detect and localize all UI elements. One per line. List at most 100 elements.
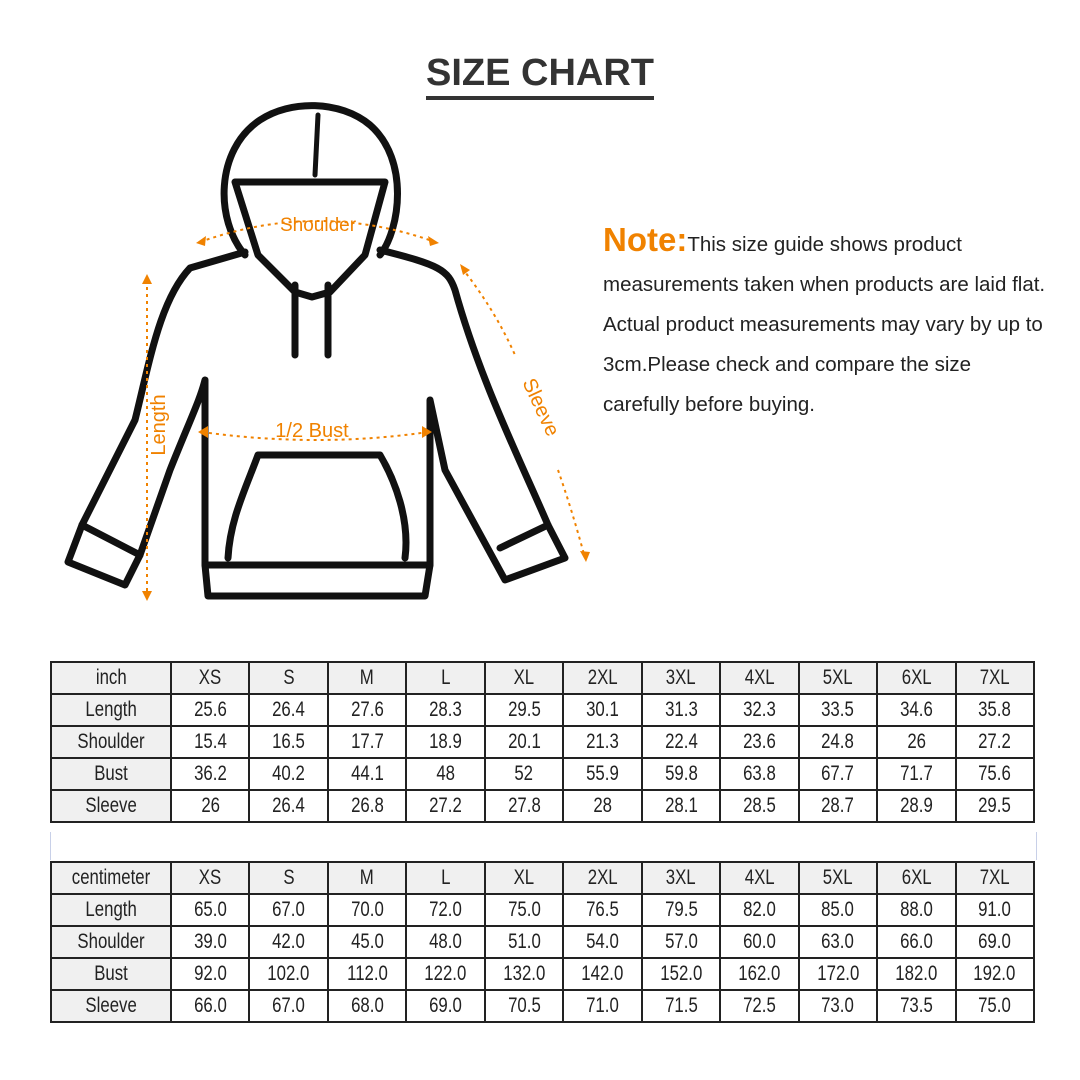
cell-text: XS — [199, 866, 222, 889]
value-cell: 67.7 — [797, 757, 879, 791]
table-row: Length 25.6 26.4 27.6 28.3 29.5 30.1 31.3 32.3 33… — [50, 693, 1036, 727]
cell-text: 55.9 — [586, 762, 619, 785]
note-label: Note: — [603, 221, 688, 258]
value-cell: 172.0 — [797, 957, 879, 991]
cell-text: 92.0 — [193, 962, 227, 985]
cell-text: 48 — [436, 762, 455, 785]
value-cell: 27.2 — [405, 789, 486, 823]
hood-opening — [231, 178, 389, 301]
cell-text: 172.0 — [816, 962, 859, 985]
cell-text: 54.0 — [586, 930, 619, 953]
cell-text: 27.2 — [978, 730, 1012, 753]
cell-text: 24.8 — [821, 730, 855, 753]
value-cell: 15.4 — [169, 725, 251, 759]
cell-text: 71.5 — [664, 994, 698, 1017]
value-cell: 92.0 — [169, 957, 251, 991]
value-cell: 63.8 — [719, 757, 800, 791]
cell-text: 44.1 — [350, 762, 384, 785]
cell-text: 70.5 — [507, 994, 541, 1017]
value-cell: 30.1 — [562, 693, 643, 727]
value-cell: 82.0 — [719, 893, 800, 927]
cell-text: Length — [85, 698, 137, 721]
value-cell: 71.0 — [562, 989, 643, 1023]
left-cuff — [78, 521, 144, 559]
size-header: S — [248, 661, 329, 695]
table-row: Bust 36.2 40.2 44.1 48 52 55.9 59.8 63.8 67.7 71.7… — [50, 757, 1036, 791]
size-header: S — [248, 861, 329, 895]
value-cell: 75.6 — [954, 757, 1036, 791]
cell-text: 79.5 — [664, 898, 698, 921]
value-cell: 40.2 — [248, 757, 329, 791]
page-title: SIZE CHART — [0, 52, 1080, 100]
value-cell: 85.0 — [797, 893, 879, 927]
row-label: Sleeve — [50, 989, 172, 1023]
shoulder-label: Shoulder — [280, 215, 357, 236]
value-cell: 21.3 — [562, 725, 643, 759]
cell-text: 15.4 — [193, 730, 227, 753]
cell-text: 6XL — [901, 866, 932, 889]
cell-text: 48.0 — [429, 930, 462, 953]
value-cell: 28.7 — [797, 789, 879, 823]
cell-text: 52 — [514, 762, 534, 785]
size-header: 5XL — [797, 661, 879, 695]
cell-text: Sleeve — [85, 794, 137, 817]
cell-text: 91.0 — [978, 898, 1012, 921]
value-cell: 27.8 — [483, 789, 565, 823]
value-cell: 70.5 — [483, 989, 565, 1023]
cell-text: L — [440, 666, 451, 689]
cell-text: Shoulder — [77, 930, 145, 953]
cell-text: XS — [199, 666, 222, 689]
size-header: 5XL — [797, 861, 879, 895]
cell-text: Bust — [94, 962, 128, 985]
cell-text: XL — [513, 866, 535, 889]
cell-text: 75.0 — [978, 994, 1012, 1017]
cell-text: 112.0 — [346, 962, 388, 985]
cell-text: 27.8 — [507, 794, 541, 817]
size-header: 3XL — [640, 861, 722, 895]
cell-text: 69.0 — [978, 930, 1012, 953]
cell-text: Shoulder — [77, 730, 145, 753]
size-header: 4XL — [719, 861, 800, 895]
value-cell: 112.0 — [326, 957, 408, 991]
value-cell: 73.0 — [797, 989, 879, 1023]
size-header: L — [405, 661, 486, 695]
cell-text: 3XL — [665, 866, 696, 889]
size-header: 6XL — [876, 861, 957, 895]
cell-text: 66.0 — [193, 994, 227, 1017]
size-header: M — [326, 661, 408, 695]
size-header: XS — [169, 861, 251, 895]
value-cell: 132.0 — [483, 957, 565, 991]
value-cell: 36.2 — [169, 757, 251, 791]
cell-text: 132.0 — [503, 962, 546, 985]
value-cell: 26 — [876, 725, 957, 759]
hood-seam — [312, 112, 321, 178]
table-header-row: inch XS S M L XL 2XL 3XL 4XL 5XL 6XL 7XL — [50, 661, 1036, 695]
value-cell: 39.0 — [169, 925, 251, 959]
cell-text: 2XL — [587, 866, 618, 889]
row-label: Bust — [50, 957, 172, 991]
right-cuff — [496, 521, 552, 552]
cell-text: 7XL — [979, 866, 1010, 889]
value-cell: 57.0 — [640, 925, 722, 959]
size-header: 2XL — [562, 661, 643, 695]
cell-text: 82.0 — [743, 898, 776, 921]
cell-text: 28.1 — [664, 794, 698, 817]
size-header: XS — [169, 661, 251, 695]
value-cell: 102.0 — [248, 957, 329, 991]
value-cell: 75.0 — [954, 989, 1036, 1023]
size-header: 6XL — [876, 661, 957, 695]
value-cell: 142.0 — [562, 957, 643, 991]
cell-text: S — [283, 866, 295, 889]
cell-text: 71.7 — [899, 762, 933, 785]
value-cell: 28.5 — [719, 789, 800, 823]
size-note: Note:This size guide shows product measu… — [603, 220, 1053, 425]
cell-text: 142.0 — [581, 962, 624, 985]
cell-text: 26 — [906, 730, 926, 753]
cell-text: 67.7 — [821, 762, 855, 785]
value-cell: 72.5 — [719, 989, 800, 1023]
waistband — [201, 561, 434, 600]
sleeve-label: Sleeve — [518, 375, 564, 440]
size-header: 2XL — [562, 861, 643, 895]
row-label: Shoulder — [50, 725, 172, 759]
